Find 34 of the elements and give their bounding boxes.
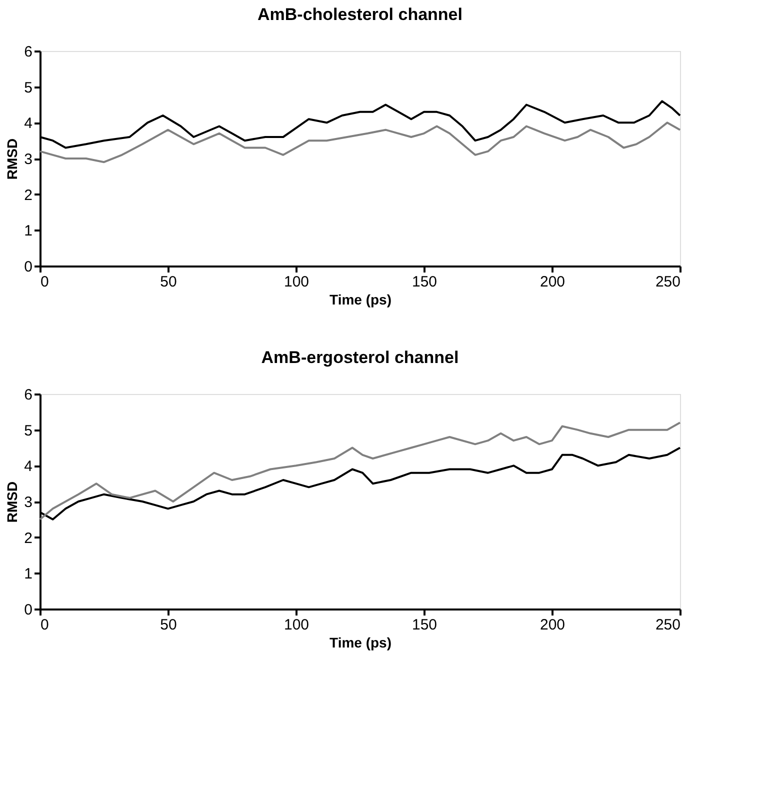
- x-axis-title: Time (ps): [330, 292, 392, 308]
- x-tick-label: 200: [540, 274, 566, 290]
- x-tick-label: 250: [655, 616, 680, 634]
- x-tick-label: 0: [40, 274, 49, 290]
- y-tick-label: 2: [24, 530, 32, 547]
- y-tick-label: 3: [24, 151, 32, 168]
- y-axis-title: RMSD: [4, 138, 20, 180]
- chart-title: AmB-cholesterol channel: [258, 5, 462, 24]
- line-series: [39, 122, 681, 164]
- x-tick-label: 150: [412, 616, 438, 634]
- y-tick-label: 4: [24, 115, 32, 132]
- y-tick-label: 1: [24, 566, 32, 583]
- y-tick-label: 6: [24, 44, 32, 60]
- x-tick-label: 100: [284, 274, 310, 290]
- y-tick-label: 0: [24, 602, 32, 618]
- x-tick-label: 250: [655, 274, 680, 290]
- y-tick-label: 3: [24, 494, 32, 511]
- y-tick-label: 0: [24, 258, 32, 276]
- y-tick-label: 5: [24, 79, 32, 96]
- x-tick-label: 50: [160, 616, 177, 634]
- chart-title: AmB-ergosterol channel: [261, 348, 459, 367]
- x-tick-label: 150: [412, 274, 438, 290]
- x-axis-title: Time (ps): [330, 634, 392, 650]
- y-tick-label: 2: [24, 186, 32, 204]
- x-tick-label: 50: [160, 274, 177, 290]
- y-tick-label: 6: [24, 386, 32, 404]
- y-tick-label: 1: [24, 222, 32, 240]
- y-tick-label: 4: [24, 458, 32, 476]
- y-tick-label: 5: [24, 422, 32, 440]
- x-tick-label: 200: [540, 616, 566, 634]
- y-axis-title: RMSD: [4, 481, 20, 523]
- line-series: [39, 422, 681, 520]
- x-tick-label: 100: [284, 616, 310, 634]
- x-tick-label: 0: [40, 616, 49, 634]
